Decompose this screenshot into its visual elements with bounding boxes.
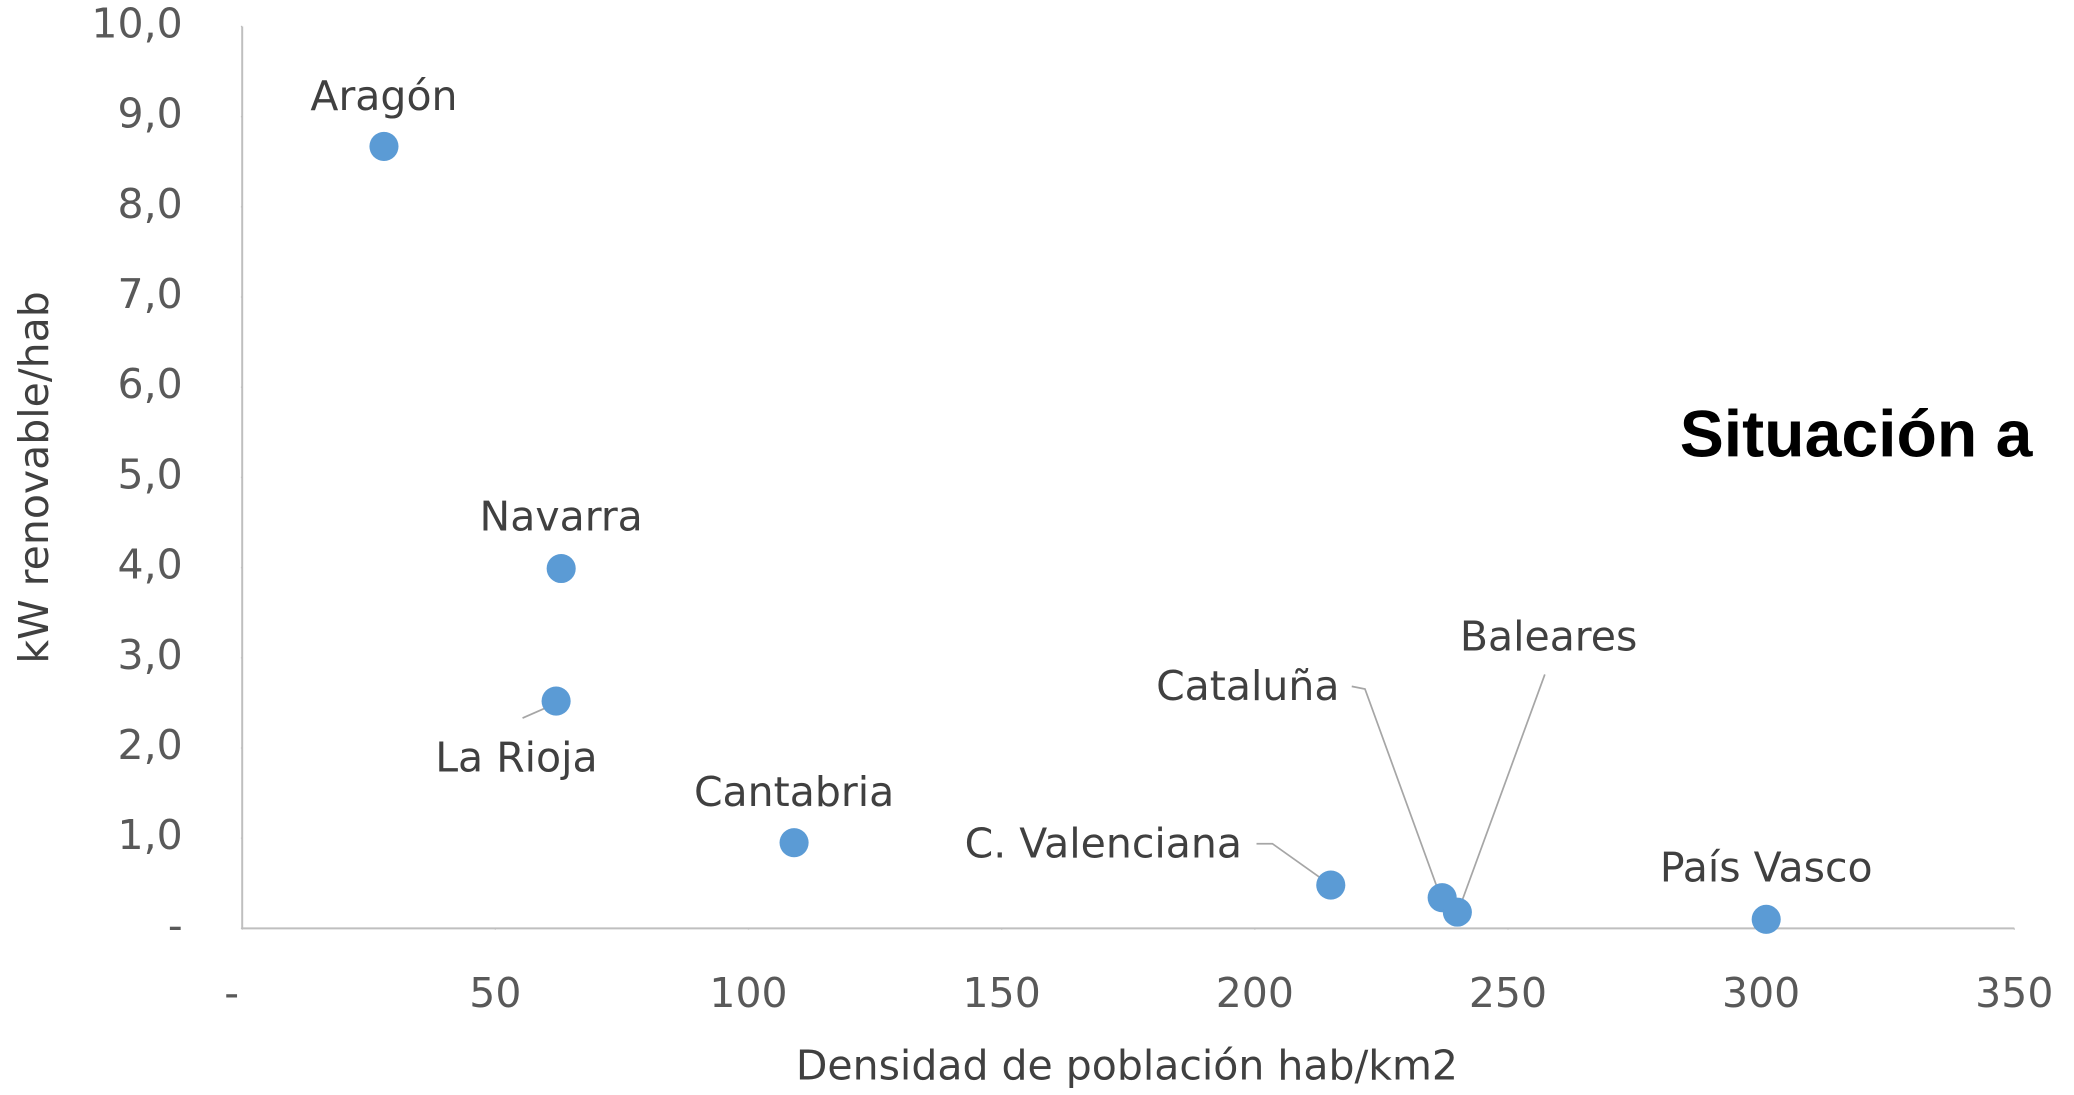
leader-line [1459, 674, 1546, 907]
leader-lines [522, 674, 1546, 907]
x-tick-label: 50 [469, 969, 521, 1017]
y-tick-label: 1,0 [118, 811, 183, 859]
x-tick-label: 350 [1975, 969, 2053, 1017]
point [1751, 904, 1781, 934]
y-tick-label: 4,0 [118, 541, 183, 589]
y-tick-label: 6,0 [118, 360, 183, 408]
y-tick-label: 5,0 [118, 450, 183, 498]
y-tick-label: 2,0 [118, 721, 183, 769]
data-label: Navarra [480, 493, 643, 541]
y-tick-label: 8,0 [118, 180, 183, 228]
x-axis-title: Densidad de población hab/km2 [796, 1042, 1458, 1090]
x-tick-label: 250 [1469, 969, 1547, 1017]
point [1442, 897, 1472, 927]
y-tick-label: 10,0 [91, 0, 182, 47]
point [779, 828, 809, 858]
data-label: Cantabria [694, 768, 894, 816]
data-label: C. Valenciana [965, 820, 1242, 868]
data-label: País Vasco [1660, 843, 1873, 891]
data-label: La Rioja [435, 734, 597, 782]
leader-line [1256, 842, 1324, 881]
y-tick-label: - [168, 901, 183, 949]
x-tick-label: 200 [1216, 969, 1294, 1017]
point [541, 686, 571, 716]
leader-line [1351, 685, 1440, 893]
y-tick-label: 7,0 [118, 270, 183, 318]
y-axis-title: kW renovable/hab [10, 291, 58, 663]
data-label: Baleares [1460, 613, 1637, 661]
data-label: Aragón [310, 72, 457, 120]
point [369, 131, 399, 161]
y-tick-label: 3,0 [118, 631, 183, 679]
x-tick-label: 300 [1722, 969, 1800, 1017]
point [1316, 870, 1346, 900]
y-tick-label: 9,0 [118, 90, 183, 138]
point [546, 553, 576, 584]
chart-title: Situación a [1680, 398, 2034, 472]
data-label: Cataluña [1156, 662, 1339, 710]
x-tick-label: 150 [963, 969, 1041, 1017]
x-tick-label: 100 [709, 969, 787, 1017]
x-tick-label: - [224, 969, 239, 1017]
